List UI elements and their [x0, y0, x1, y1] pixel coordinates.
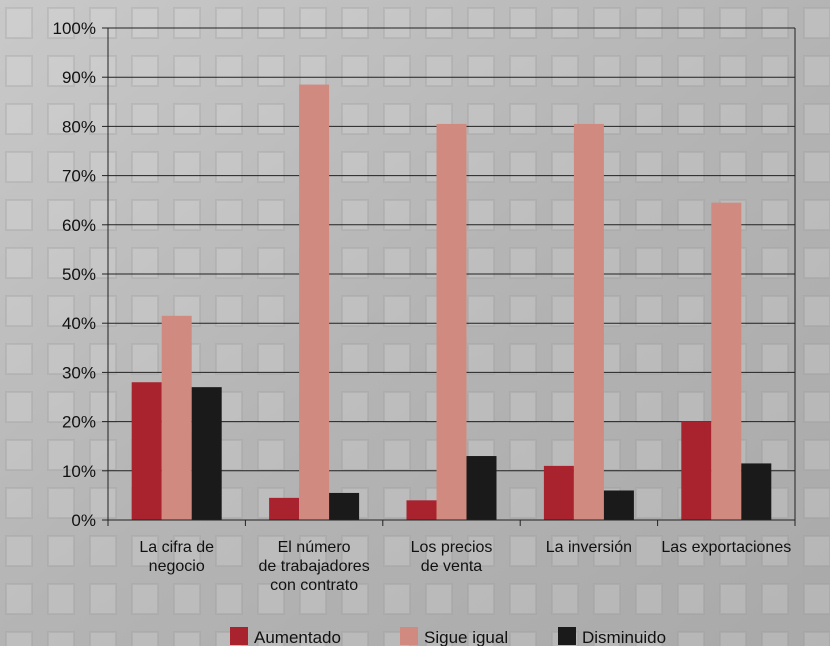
bar-disminuido	[329, 492, 360, 520]
y-tick-label: 70%	[62, 167, 96, 186]
legend: Aumentado Sigue igual Disminuido	[230, 627, 666, 646]
bar-aumentado	[681, 421, 712, 520]
y-tick-label: 30%	[62, 363, 96, 382]
legend-label: Disminuido	[582, 628, 666, 646]
x-category-label-line: Las exportaciones	[661, 539, 791, 556]
bar-disminuido	[741, 463, 772, 520]
y-tick-label: 90%	[62, 68, 96, 87]
x-category-label: La cifra de negocio	[139, 539, 214, 575]
bar-sigue-igual	[436, 123, 467, 520]
bar-disminuido	[603, 490, 634, 520]
legend-swatch-aumentado	[230, 627, 248, 645]
x-category-label-line: con contrato	[270, 577, 358, 594]
bars	[131, 84, 772, 520]
x-category-label-line: La cifra de	[139, 539, 214, 556]
bar-sigue-igual	[161, 315, 192, 520]
x-category-label-line: Los precios	[411, 539, 493, 556]
legend-swatch-sigue-igual	[400, 627, 418, 645]
bar-aumentado	[131, 382, 162, 520]
y-tick-label: 60%	[62, 216, 96, 235]
y-tick-label: 100%	[53, 19, 96, 38]
x-category-label-line: de venta	[421, 558, 482, 575]
y-tick-label: 0%	[71, 511, 96, 530]
x-category-label: El número de trabajadores con contrato	[259, 539, 370, 594]
x-category-label-line: negocio	[149, 558, 205, 575]
x-category-label: Las exportaciones	[661, 539, 791, 556]
y-tick-label: 80%	[62, 117, 96, 136]
bar-aumentado	[406, 500, 437, 520]
bar-aumentado	[543, 465, 574, 520]
bar-aumentado	[269, 497, 300, 520]
bar-disminuido	[191, 387, 222, 520]
x-category-label-line: El número	[278, 539, 351, 556]
bar-sigue-igual	[299, 84, 330, 520]
bar-sigue-igual	[711, 202, 742, 520]
x-category-label-line: de trabajadores	[259, 558, 370, 575]
legend-swatch-disminuido	[558, 627, 576, 645]
y-tick-label: 10%	[62, 462, 96, 481]
x-category-label: Los precios de venta	[411, 539, 493, 575]
x-category-label: La inversión	[546, 539, 632, 556]
y-tick-label: 50%	[62, 265, 96, 284]
bar-sigue-igual	[573, 123, 604, 520]
bar-disminuido	[466, 456, 497, 520]
legend-label: Aumentado	[254, 628, 341, 646]
axes	[102, 27, 796, 526]
labels: 0% 10% 20% 30% 40% 50% 60% 70% 80% 90% 100% La cifr…	[53, 19, 792, 594]
y-tick-label: 20%	[62, 413, 96, 432]
x-category-label-line: La inversión	[546, 539, 632, 556]
legend-label: Sigue igual	[424, 628, 508, 646]
y-tick-label: 40%	[62, 314, 96, 333]
